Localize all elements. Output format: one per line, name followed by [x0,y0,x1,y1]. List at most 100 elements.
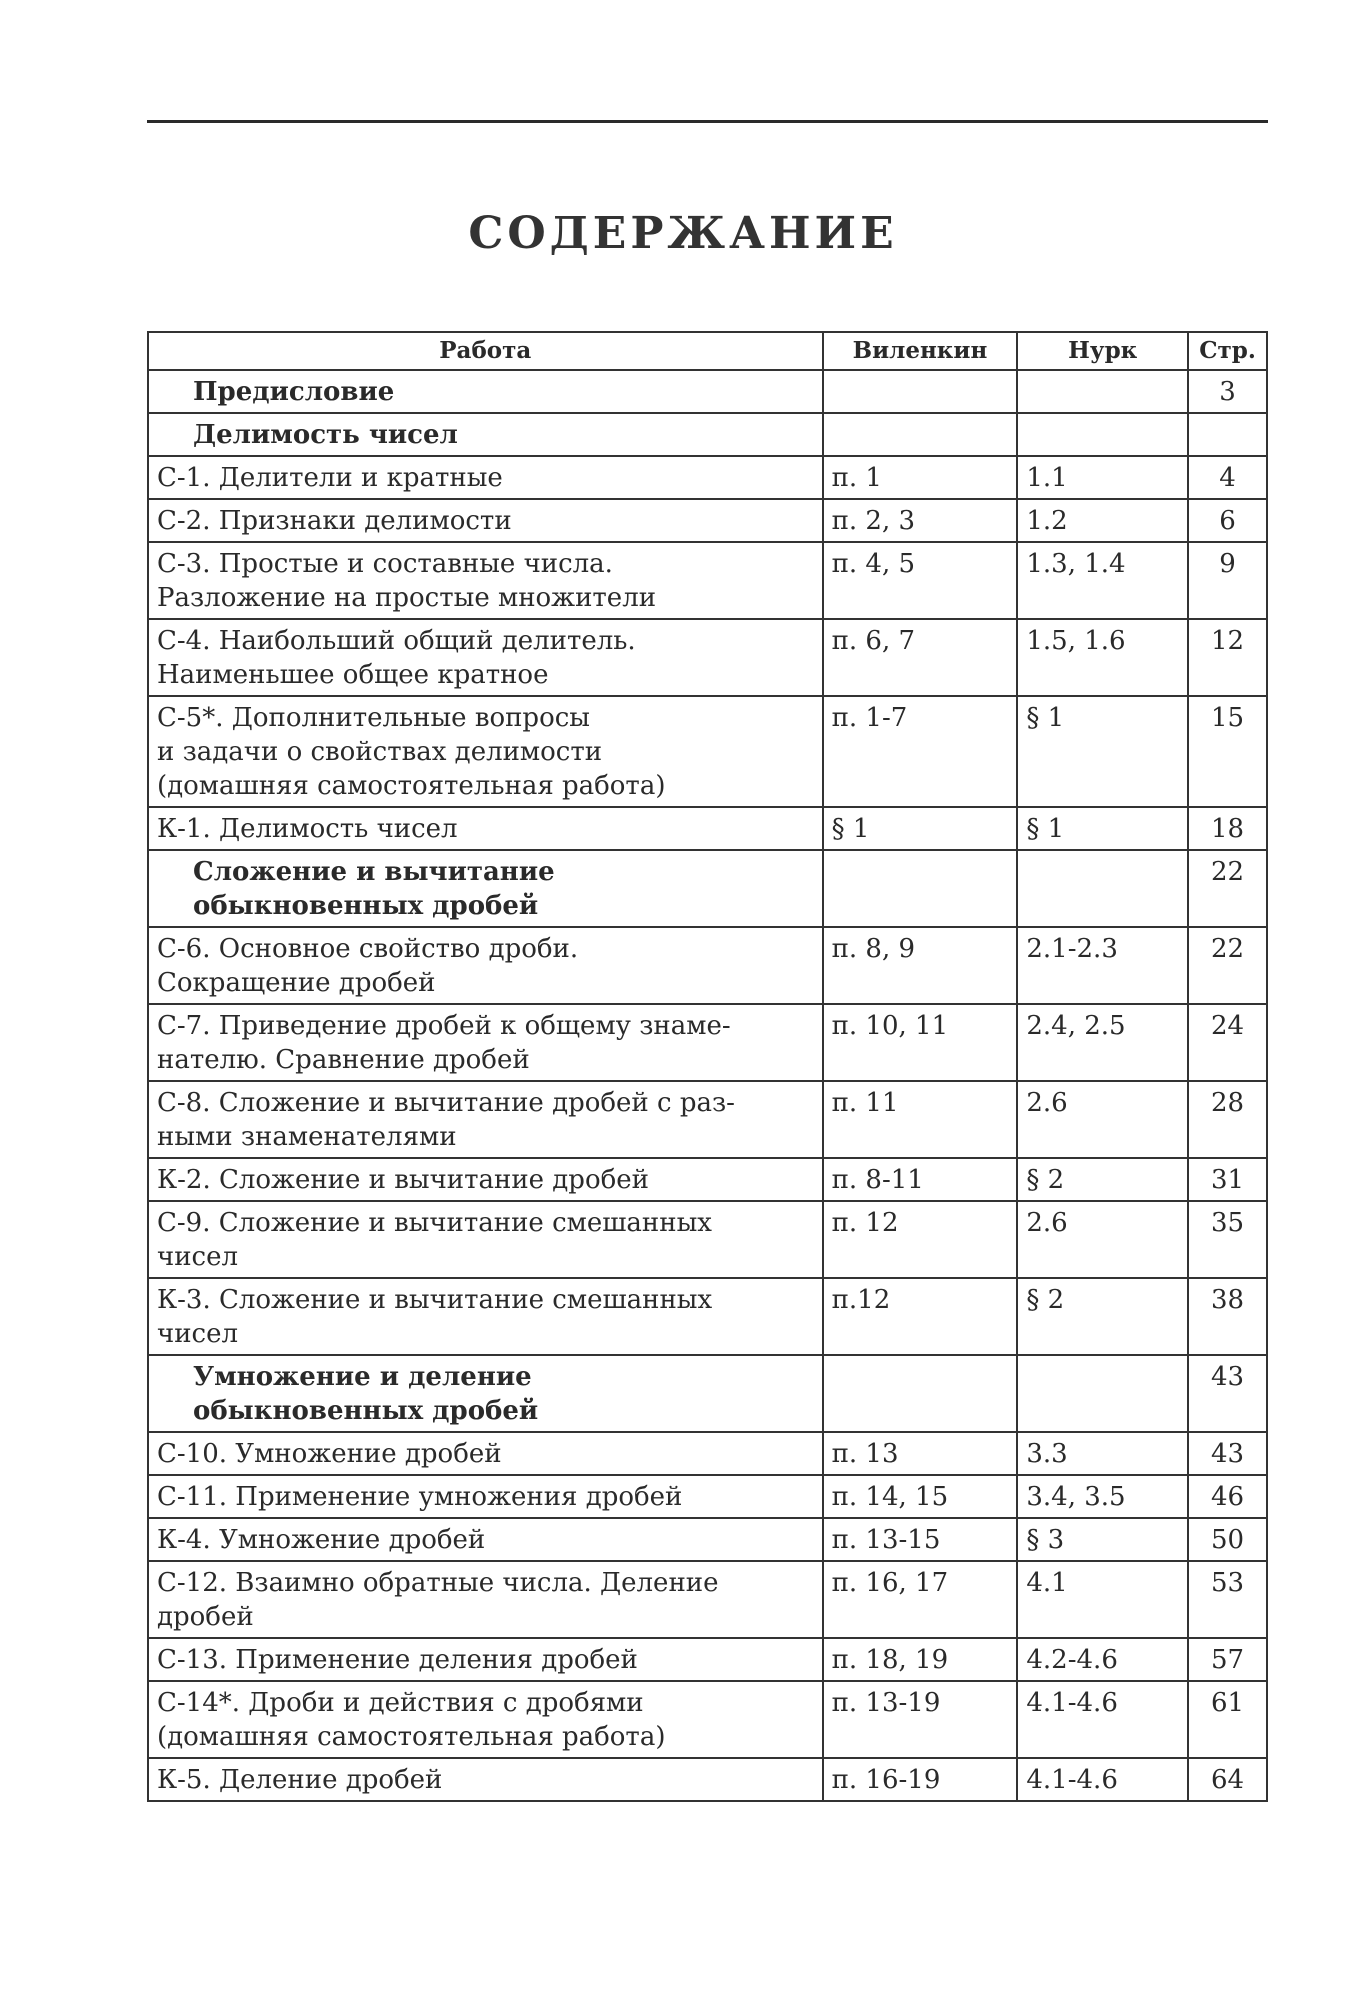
table-row: К-2. Сложение и вычитание дробей п. 8-11 §… [147,1157,1268,1202]
nurk-cell: 1.1 [1016,455,1190,500]
page-cell: 4 [1187,455,1268,500]
table-row: К-4. Умножение дробей п. 13-15 § 3 50 [147,1517,1268,1562]
vilenkin-cell: п. 2, 3 [821,498,1019,543]
page-cell: 18 [1187,806,1268,851]
page-cell: 31 [1187,1157,1268,1202]
page-cell: 9 [1187,541,1268,620]
nurk-cell: 4.1-4.6 [1016,1757,1190,1802]
vilenkin-cell [821,412,1019,457]
nurk-cell: § 1 [1016,695,1190,808]
contents-table: Работа Виленкин Нурк Стр. Предисловие 3 Де… [147,331,1268,1802]
table-row: К-5. Деление дробей п. 16-19 4.1-4.6 64 [147,1757,1268,1802]
page-cell: 46 [1187,1474,1268,1519]
work-cell: Умножение и деление обыкновенных дробей [147,1354,824,1433]
nurk-cell [1016,1354,1190,1433]
nurk-cell: § 3 [1016,1517,1190,1562]
work-cell: К-4. Умножение дробей [147,1517,824,1562]
table-row: С-12. Взаимно обратные числа. Деление др… [147,1560,1268,1639]
work-cell: К-3. Сложение и вычитание смешанных чисе… [147,1277,824,1356]
nurk-cell: 1.3, 1.4 [1016,541,1190,620]
vilenkin-cell [821,849,1019,928]
work-cell: Делимость чисел [147,412,824,457]
table-row: К-3. Сложение и вычитание смешанных чисе… [147,1277,1268,1356]
nurk-cell: 2.1-2.3 [1016,926,1190,1005]
nurk-cell: § 2 [1016,1277,1190,1356]
table-row: К-1. Делимость чисел § 1 § 1 18 [147,806,1268,851]
vilenkin-cell: п. 10, 11 [821,1003,1019,1082]
vilenkin-cell [821,369,1019,414]
page-cell [1187,412,1268,457]
table-row: С-5*. Дополнительные вопросы и задачи о … [147,695,1268,808]
nurk-cell: 4.2-4.6 [1016,1637,1190,1682]
page-cell: 43 [1187,1354,1268,1433]
vilenkin-cell: п. 16, 17 [821,1560,1019,1639]
vilenkin-cell: п. 1 [821,455,1019,500]
vilenkin-cell [821,1354,1019,1433]
work-cell: С-2. Признаки делимости [147,498,824,543]
work-cell: Предисловие [147,369,824,414]
table-row: С-11. Применение умножения дробей п. 14, … [147,1474,1268,1519]
work-cell: С-3. Простые и составные числа. Разложен… [147,541,824,620]
header-vilenkin: Виленкин [821,331,1019,371]
table-row: С-6. Основное свойство дроби. Сокращение… [147,926,1268,1005]
work-cell: С-12. Взаимно обратные числа. Деление др… [147,1560,824,1639]
page-cell: 53 [1187,1560,1268,1639]
table-row: С-2. Признаки делимости п. 2, 3 1.2 6 [147,498,1268,543]
nurk-cell: 3.4, 3.5 [1016,1474,1190,1519]
nurk-cell: 2.6 [1016,1200,1190,1279]
work-cell: Сложение и вычитание обыкновенных дробей [147,849,824,928]
work-cell: С-7. Приведение дробей к общему знаме- н… [147,1003,824,1082]
page-cell: 3 [1187,369,1268,414]
vilenkin-cell: п. 13-19 [821,1680,1019,1759]
page-cell: 35 [1187,1200,1268,1279]
vilenkin-cell: п. 14, 15 [821,1474,1019,1519]
table-row: С-9. Сложение и вычитание смешанных чисе… [147,1200,1268,1279]
table-row: С-1. Делители и кратные п. 1 1.1 4 [147,455,1268,500]
work-cell: С-10. Умножение дробей [147,1431,824,1476]
work-cell: К-5. Деление дробей [147,1757,824,1802]
vilenkin-cell: п. 8, 9 [821,926,1019,1005]
section-row: Делимость чисел [147,412,1268,457]
top-rule [147,120,1268,123]
section-row: Умножение и деление обыкновенных дробей 4… [147,1354,1268,1433]
work-cell: С-14*. Дроби и действия с дробями (домаш… [147,1680,824,1759]
table-row: С-13. Применение деления дробей п. 18, 19… [147,1637,1268,1682]
nurk-cell [1016,849,1190,928]
table-row: С-14*. Дроби и действия с дробями (домаш… [147,1680,1268,1759]
header-page: Стр. [1187,331,1268,371]
header-nurk: Нурк [1016,331,1190,371]
nurk-cell: 2.4, 2.5 [1016,1003,1190,1082]
page-cell: 64 [1187,1757,1268,1802]
vilenkin-cell: п. 13 [821,1431,1019,1476]
table-row: С-4. Наибольший общий делитель. Наименьш… [147,618,1268,697]
nurk-cell: 1.5, 1.6 [1016,618,1190,697]
header-row: Работа Виленкин Нурк Стр. [147,331,1268,371]
table-row: С-10. Умножение дробей п. 13 3.3 43 [147,1431,1268,1476]
vilenkin-cell: п. 12 [821,1200,1019,1279]
page-cell: 22 [1187,849,1268,928]
nurk-cell: 4.1-4.6 [1016,1680,1190,1759]
section-row: Сложение и вычитание обыкновенных дробей… [147,849,1268,928]
nurk-cell: 1.2 [1016,498,1190,543]
work-cell: С-5*. Дополнительные вопросы и задачи о … [147,695,824,808]
vilenkin-cell: п. 11 [821,1080,1019,1159]
table-row: С-8. Сложение и вычитание дробей с раз- … [147,1080,1268,1159]
page-cell: 61 [1187,1680,1268,1759]
nurk-cell: § 2 [1016,1157,1190,1202]
work-cell: С-6. Основное свойство дроби. Сокращение… [147,926,824,1005]
page-cell: 50 [1187,1517,1268,1562]
vilenkin-cell: п. 13-15 [821,1517,1019,1562]
work-cell: К-1. Делимость чисел [147,806,824,851]
page-title: СОДЕРЖАНИЕ [468,208,898,259]
nurk-cell: 2.6 [1016,1080,1190,1159]
table-row: С-7. Приведение дробей к общему знаме- н… [147,1003,1268,1082]
vilenkin-cell: п. 6, 7 [821,618,1019,697]
header-work: Работа [147,331,824,371]
vilenkin-cell: § 1 [821,806,1019,851]
work-cell: С-11. Применение умножения дробей [147,1474,824,1519]
page-cell: 24 [1187,1003,1268,1082]
section-row: Предисловие 3 [147,369,1268,414]
work-cell: С-1. Делители и кратные [147,455,824,500]
work-cell: К-2. Сложение и вычитание дробей [147,1157,824,1202]
page-cell: 43 [1187,1431,1268,1476]
